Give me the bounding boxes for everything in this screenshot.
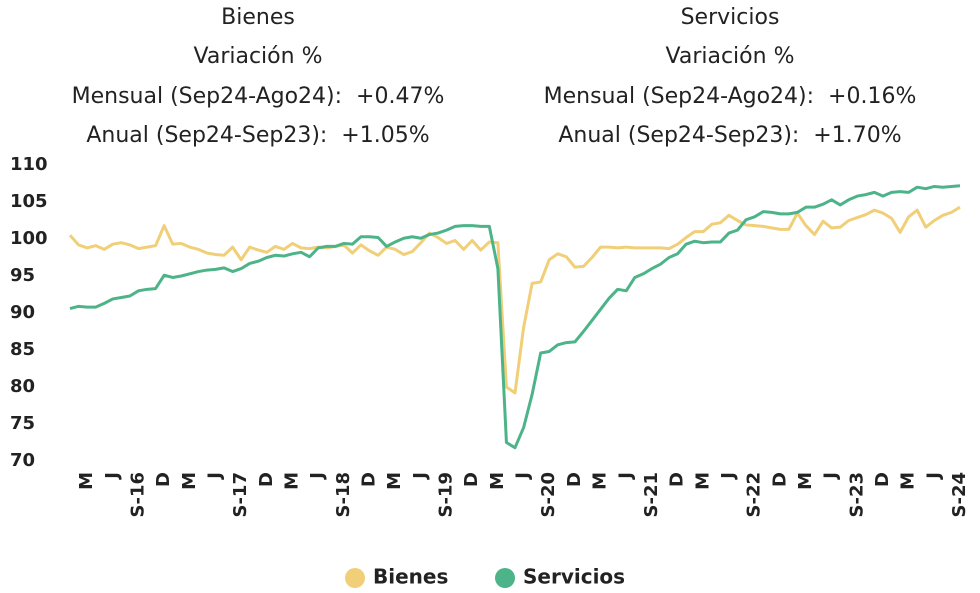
x-tick-label: S-20 bbox=[538, 472, 559, 517]
x-tick-label: D bbox=[256, 472, 277, 487]
x-tick-label: J bbox=[410, 472, 431, 481]
x-tick-label: M bbox=[795, 472, 816, 490]
panel-stat: Mensual (Sep24-Ago24): +0.47% bbox=[72, 84, 445, 109]
series-line bbox=[68, 205, 961, 395]
x-tick-label: M bbox=[590, 472, 611, 490]
x-tick-label: M bbox=[76, 472, 97, 490]
legend-marker bbox=[495, 568, 515, 588]
panel-stat: Anual (Sep24-Sep23): +1.05% bbox=[86, 123, 429, 148]
x-tick-label: S-16 bbox=[127, 472, 148, 517]
y-tick-label: 105 bbox=[10, 191, 48, 212]
x-tick-label: D bbox=[872, 472, 893, 487]
x-tick-label: J bbox=[102, 472, 123, 481]
y-tick-label: 90 bbox=[10, 302, 35, 323]
x-tick-label: D bbox=[153, 472, 174, 487]
panel-stat: Anual (Sep24-Sep23): +1.70% bbox=[558, 123, 901, 148]
panel-title: Servicios bbox=[681, 5, 780, 30]
panel-stat: Mensual (Sep24-Ago24): +0.16% bbox=[544, 84, 917, 109]
x-tick-label: M bbox=[282, 472, 303, 490]
x-tick-label: S-22 bbox=[744, 472, 765, 517]
x-tick-label: J bbox=[615, 472, 636, 481]
x-tick-label: J bbox=[307, 472, 328, 481]
x-tick-label: J bbox=[204, 472, 225, 481]
x-tick-label: S-17 bbox=[230, 472, 251, 517]
x-tick-label: S-18 bbox=[333, 472, 354, 517]
y-tick-label: 110 bbox=[10, 154, 48, 175]
series-line bbox=[69, 184, 961, 450]
y-tick-label: 100 bbox=[10, 228, 48, 249]
legend-label: Servicios bbox=[523, 565, 625, 589]
x-tick-label: D bbox=[667, 472, 688, 487]
x-tick-label: J bbox=[513, 472, 534, 481]
x-tick-label: S-23 bbox=[846, 472, 867, 517]
y-tick-label: 80 bbox=[10, 376, 35, 397]
x-tick-label: M bbox=[179, 472, 200, 490]
panel-subtitle: Variación % bbox=[194, 44, 323, 69]
x-tick-label: S-24 bbox=[949, 472, 970, 517]
x-tick-label: D bbox=[564, 472, 585, 487]
x-tick-label: M bbox=[487, 472, 508, 490]
x-tick-label: J bbox=[821, 472, 842, 481]
panel-subtitle: Variación % bbox=[666, 44, 795, 69]
x-tick-label: M bbox=[692, 472, 713, 490]
x-tick-label: J bbox=[923, 472, 944, 481]
y-tick-label: 85 bbox=[10, 339, 35, 360]
legend-marker bbox=[345, 568, 365, 588]
x-tick-label: D bbox=[769, 472, 790, 487]
legend-label: Bienes bbox=[373, 565, 448, 589]
y-tick-label: 75 bbox=[10, 413, 35, 434]
y-tick-label: 70 bbox=[10, 450, 35, 471]
x-tick-label: J bbox=[718, 472, 739, 481]
x-tick-label: M bbox=[898, 472, 919, 490]
panel-title: Bienes bbox=[221, 5, 295, 30]
y-tick-label: 95 bbox=[10, 265, 35, 286]
x-tick-label: M bbox=[384, 472, 405, 490]
x-tick-label: S-21 bbox=[641, 472, 662, 517]
x-tick-label: S-19 bbox=[436, 472, 457, 517]
x-tick-label: D bbox=[461, 472, 482, 487]
x-tick-label: D bbox=[359, 472, 380, 487]
